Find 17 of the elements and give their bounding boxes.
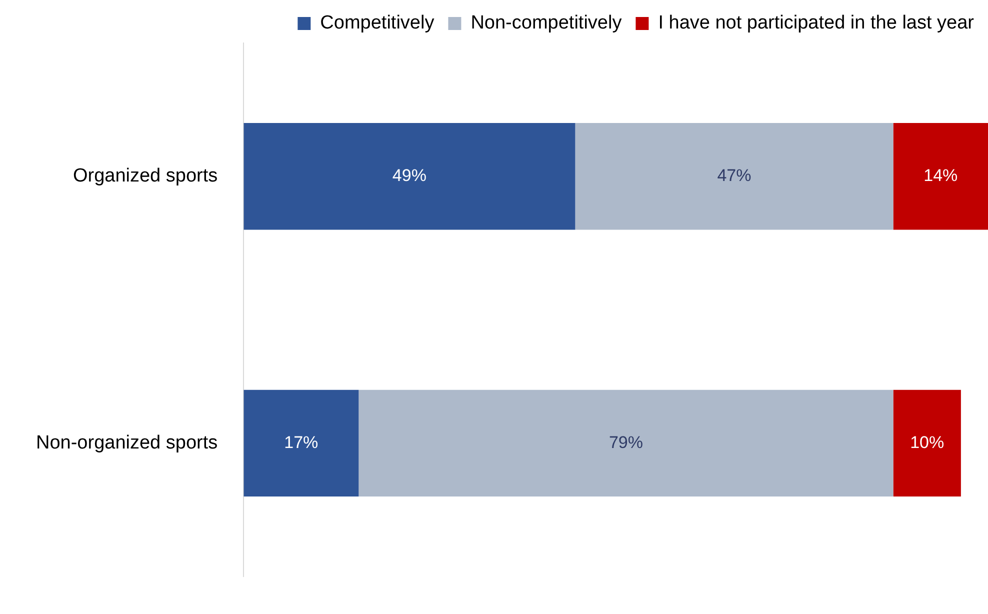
data-label: 49% bbox=[392, 166, 426, 186]
bar bbox=[358, 390, 894, 497]
bar bbox=[893, 390, 961, 497]
bar bbox=[244, 123, 576, 230]
bar bbox=[575, 123, 894, 230]
data-label: 14% bbox=[924, 166, 958, 186]
legend-label: Non-competitively bbox=[470, 12, 622, 34]
legend-label: Competitively bbox=[320, 12, 435, 34]
bar bbox=[893, 123, 988, 230]
data-label: 17% bbox=[284, 432, 318, 452]
data-label: 79% bbox=[608, 432, 643, 452]
bar bbox=[244, 390, 359, 497]
legend-label: I have not participated in the last year bbox=[658, 12, 975, 34]
data-label: 47% bbox=[717, 166, 752, 186]
data-label: 10% bbox=[910, 432, 944, 452]
y-tick-label: Non-organized sports bbox=[36, 432, 218, 454]
y-tick-label: Organized sports bbox=[72, 166, 218, 187]
